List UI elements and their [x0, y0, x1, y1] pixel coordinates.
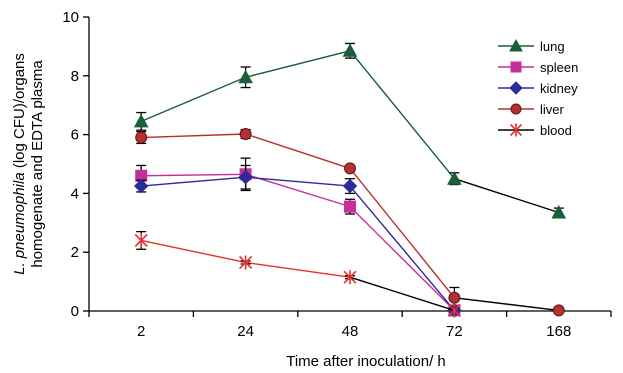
- legend-item-blood: blood: [498, 123, 572, 138]
- circle-marker: [510, 103, 522, 115]
- legend-item-spleen: spleen: [498, 60, 578, 75]
- square-marker: [344, 200, 356, 213]
- series-spleen: [135, 157, 461, 317]
- legend: lung spleen kidney liver blood: [498, 38, 578, 138]
- x-tick-label: 168: [546, 323, 571, 340]
- legend-label: blood: [540, 123, 572, 138]
- series-blood: [134, 230, 461, 318]
- y-tick-label: 2: [71, 244, 79, 261]
- y-axis-title-text: homogenate and EDTA plasma: [29, 60, 46, 268]
- series-line-segment: [141, 133, 246, 139]
- square-marker: [510, 61, 522, 73]
- asterisk-marker: [447, 303, 461, 318]
- series-line-segment: [454, 297, 559, 312]
- series-line-segment: [245, 133, 351, 170]
- x-tick-label: 72: [446, 323, 463, 340]
- triangle-marker: [238, 69, 253, 84]
- series-kidney: [133, 164, 462, 318]
- y-axis-title-line: homogenate and EDTA plasma: [29, 60, 46, 268]
- y-axis-title-line: L. pneumophila (log CFU)/organs: [11, 53, 28, 275]
- y-tick-label: 4: [71, 185, 79, 202]
- circle-marker: [135, 131, 148, 144]
- series-line-segment: [141, 176, 246, 187]
- circle-marker: [344, 162, 356, 175]
- series-line-segment: [140, 76, 246, 123]
- asterisk-marker: [509, 123, 523, 137]
- y-tick-label: 6: [71, 127, 79, 144]
- series-line-segment: [245, 50, 351, 78]
- legend-label: liver: [540, 102, 565, 117]
- series-liver: [135, 128, 565, 317]
- series-line-segment: [349, 276, 455, 312]
- series-line-segment: [454, 178, 560, 214]
- diamond-marker: [509, 81, 523, 95]
- triangle-marker: [447, 171, 462, 185]
- series-line-segment: [349, 206, 455, 311]
- triangle-marker: [342, 43, 358, 57]
- y-axis-title-text: (log CFU)/organs: [11, 53, 28, 172]
- triangle-marker: [551, 204, 567, 219]
- legend-item-liver: liver: [498, 102, 565, 117]
- legend-label: kidney: [540, 81, 578, 96]
- legend-label: spleen: [540, 60, 578, 75]
- x-tick-label: 48: [342, 323, 359, 340]
- y-tick-label: 10: [62, 9, 79, 26]
- y-axis-title-italic: L. pneumophila: [11, 172, 28, 275]
- asterisk-marker: [239, 255, 253, 270]
- series-line-segment: [141, 239, 246, 264]
- series-lung: [133, 42, 567, 219]
- series-line-segment: [349, 185, 455, 311]
- circle-marker: [239, 128, 252, 141]
- series-layer: [133, 42, 567, 318]
- series-line-segment: [349, 167, 455, 299]
- series-line-segment: [141, 173, 246, 177]
- y-tick-label: 0: [71, 303, 79, 320]
- x-tick-label: 24: [237, 323, 254, 340]
- diamond-marker: [342, 178, 358, 194]
- series-line-segment: [245, 173, 351, 208]
- legend-label: lung: [540, 39, 565, 54]
- diamond-marker: [238, 170, 253, 185]
- circle-marker: [448, 291, 461, 304]
- series-line-segment: [245, 176, 351, 187]
- series-line-segment: [245, 261, 351, 278]
- asterisk-marker: [343, 270, 357, 285]
- legend-item-kidney: kidney: [498, 81, 578, 96]
- triangle-marker: [133, 113, 149, 128]
- series-line-segment: [349, 50, 455, 180]
- asterisk-marker: [134, 233, 148, 248]
- x-tick-label: 2: [137, 323, 145, 340]
- y-axis-title: L. pneumophila (log CFU)/organshomogenat…: [11, 53, 46, 275]
- triangle-marker: [509, 38, 523, 52]
- legend-item-lung: lung: [498, 38, 565, 54]
- y-tick-label: 8: [71, 68, 79, 85]
- circle-marker: [552, 304, 565, 317]
- x-axis-title: Time after inoculation/ h: [286, 353, 446, 370]
- diamond-marker: [133, 178, 149, 194]
